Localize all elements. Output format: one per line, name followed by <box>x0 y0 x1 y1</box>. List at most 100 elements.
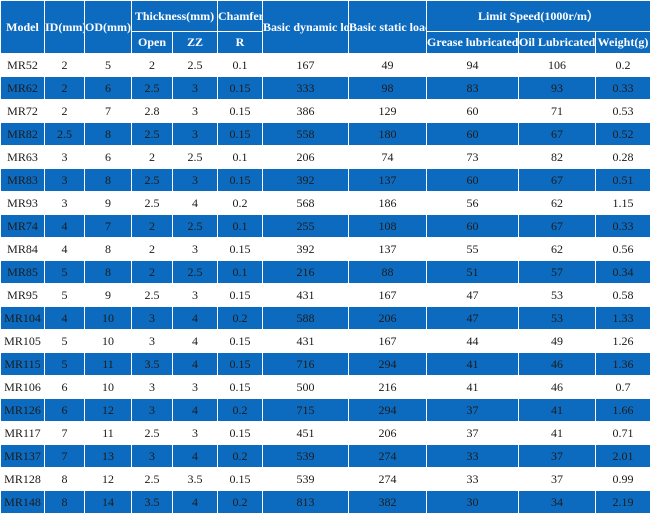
cell-model: MR137 <box>1 445 45 468</box>
header-od: OD(mm) <box>85 1 132 54</box>
header-open: Open <box>132 32 173 54</box>
cell-chamfer-r: 0.1 <box>218 215 263 238</box>
cell-id: 6 <box>45 376 85 399</box>
cell-grease-speed: 60 <box>427 215 519 238</box>
cell-grease-speed: 37 <box>427 422 519 445</box>
cell-thickness-zz: 4 <box>173 330 218 353</box>
cell-grease-speed: 60 <box>427 123 519 146</box>
cell-dynamic-load: 206 <box>263 146 349 169</box>
cell-thickness-open: 3 <box>132 330 173 353</box>
cell-chamfer-r: 0.15 <box>218 353 263 376</box>
cell-thickness-zz: 4 <box>173 192 218 215</box>
cell-thickness-open: 2.5 <box>132 169 173 192</box>
cell-grease-speed: 73 <box>427 146 519 169</box>
header-id: ID(mm) <box>45 1 85 54</box>
cell-oil-speed: 62 <box>519 238 596 261</box>
cell-id: 8 <box>45 491 85 514</box>
cell-grease-speed: 41 <box>427 353 519 376</box>
cell-weight: 1.66 <box>596 399 650 422</box>
cell-od: 11 <box>85 422 132 445</box>
cell-oil-speed: 67 <box>519 123 596 146</box>
cell-oil-speed: 37 <box>519 445 596 468</box>
cell-thickness-open: 2 <box>132 54 173 77</box>
cell-thickness-zz: 2.5 <box>173 261 218 284</box>
cell-model: MR85 <box>1 261 45 284</box>
cell-weight: 0.34 <box>596 261 650 284</box>
cell-thickness-open: 3.5 <box>132 353 173 376</box>
cell-oil-speed: 93 <box>519 77 596 100</box>
cell-thickness-zz: 4 <box>173 491 218 514</box>
cell-static-load: 129 <box>349 100 427 123</box>
cell-dynamic-load: 255 <box>263 215 349 238</box>
cell-grease-speed: 51 <box>427 261 519 284</box>
cell-dynamic-load: 715 <box>263 399 349 422</box>
cell-static-load: 108 <box>349 215 427 238</box>
cell-thickness-zz: 3 <box>173 100 218 123</box>
cell-od: 8 <box>85 123 132 146</box>
cell-chamfer-r: 0.1 <box>218 261 263 284</box>
cell-weight: 1.36 <box>596 353 650 376</box>
cell-dynamic-load: 716 <box>263 353 349 376</box>
cell-model: MR72 <box>1 100 45 123</box>
cell-id: 4 <box>45 307 85 330</box>
cell-od: 11 <box>85 353 132 376</box>
cell-static-load: 49 <box>349 54 427 77</box>
cell-oil-speed: 53 <box>519 307 596 330</box>
cell-id: 4 <box>45 215 85 238</box>
cell-thickness-open: 3 <box>132 376 173 399</box>
cell-chamfer-r: 0.15 <box>218 77 263 100</box>
header-grease: Grease lubricated <box>427 32 519 54</box>
cell-weight: 1.26 <box>596 330 650 353</box>
cell-weight: 0.99 <box>596 468 650 491</box>
cell-thickness-open: 2.5 <box>132 468 173 491</box>
cell-thickness-open: 2 <box>132 146 173 169</box>
cell-weight: 0.7 <box>596 376 650 399</box>
cell-thickness-open: 2.5 <box>132 123 173 146</box>
cell-od: 7 <box>85 215 132 238</box>
cell-thickness-open: 3 <box>132 445 173 468</box>
cell-grease-speed: 30 <box>427 491 519 514</box>
cell-chamfer-r: 0.15 <box>218 468 263 491</box>
cell-id: 5 <box>45 330 85 353</box>
cell-od: 6 <box>85 146 132 169</box>
cell-oil-speed: 53 <box>519 284 596 307</box>
cell-od: 9 <box>85 284 132 307</box>
cell-od: 13 <box>85 445 132 468</box>
cell-static-load: 206 <box>349 422 427 445</box>
cell-oil-speed: 62 <box>519 192 596 215</box>
cell-thickness-zz: 4 <box>173 353 218 376</box>
cell-grease-speed: 41 <box>427 376 519 399</box>
cell-oil-speed: 41 <box>519 399 596 422</box>
cell-id: 7 <box>45 422 85 445</box>
cell-weight: 1.15 <box>596 192 650 215</box>
cell-model: MR104 <box>1 307 45 330</box>
cell-grease-speed: 94 <box>427 54 519 77</box>
cell-model: MR115 <box>1 353 45 376</box>
cell-thickness-zz: 3 <box>173 284 218 307</box>
cell-oil-speed: 82 <box>519 146 596 169</box>
cell-static-load: 216 <box>349 376 427 399</box>
cell-grease-speed: 47 <box>427 284 519 307</box>
cell-dynamic-load: 588 <box>263 307 349 330</box>
cell-grease-speed: 47 <box>427 307 519 330</box>
cell-od: 6 <box>85 77 132 100</box>
cell-od: 7 <box>85 100 132 123</box>
header-zz: ZZ <box>173 32 218 54</box>
cell-od: 10 <box>85 307 132 330</box>
cell-static-load: 167 <box>349 284 427 307</box>
cell-id: 7 <box>45 445 85 468</box>
cell-id: 5 <box>45 261 85 284</box>
cell-thickness-zz: 4 <box>173 399 218 422</box>
cell-weight: 0.33 <box>596 215 650 238</box>
cell-thickness-open: 2 <box>132 238 173 261</box>
cell-oil-speed: 46 <box>519 353 596 376</box>
header-oil: Oil Lubricated <box>519 32 596 54</box>
